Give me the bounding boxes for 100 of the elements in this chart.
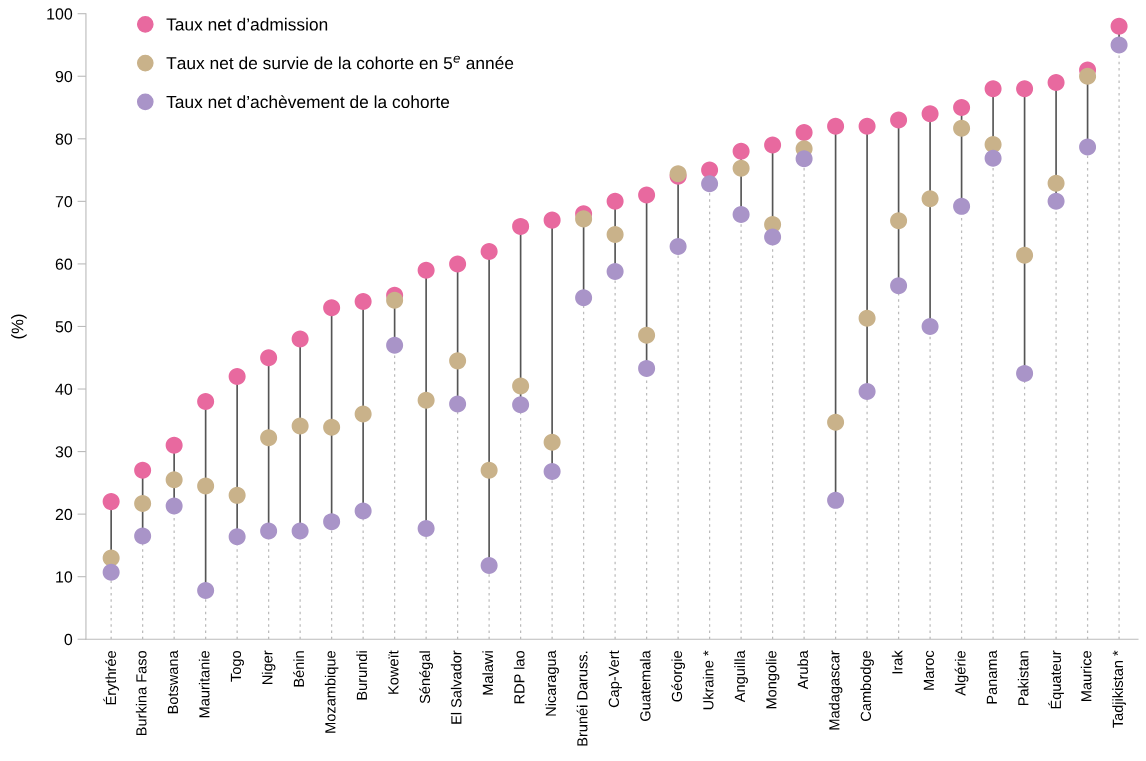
point [984,149,1002,167]
x-tick-label: El Salvador [450,650,462,724]
x-tick-label: Burkina Faso [135,650,147,736]
point [858,383,876,401]
point [543,463,561,481]
y-tick-label: 0 [64,633,73,646]
point [417,391,435,409]
point [858,309,876,327]
point [638,326,656,344]
point [795,124,813,142]
point [134,527,152,545]
point [386,336,404,354]
x-tick-label: Pakistan [1017,651,1029,706]
point [197,581,215,599]
point [480,461,498,479]
point [606,192,624,210]
point [102,549,120,567]
point [480,556,498,574]
point [165,436,183,454]
x-tick-label: RDP lao [513,650,525,704]
point [323,513,341,531]
point [606,226,624,244]
point [228,368,246,386]
y-tick-label: 100 [47,8,73,20]
x-tick-label: Géorgie [671,651,685,702]
point [921,190,939,208]
x-tick-label: Mongolie [765,650,780,709]
point [543,433,561,451]
x-tick-label: Brunéi Daruss. [576,651,588,746]
point [1079,138,1097,156]
x-tick-label: Sénégal [419,651,434,704]
point [890,277,908,295]
point [134,494,152,512]
y-tick-label: 70 [55,195,73,208]
x-tick-label: Guatemala [639,650,651,721]
x-tick-label: Érythrée [103,651,119,705]
y-tick-label: 30 [55,446,73,458]
point [323,418,341,436]
point [921,317,939,335]
x-tick-label: Équateur [1048,650,1064,709]
point [890,111,908,129]
point [953,119,971,137]
point [228,528,246,546]
point [260,349,278,367]
point [890,212,908,230]
point [291,330,309,348]
point [512,377,530,395]
point [260,429,278,447]
point [512,217,530,235]
point [827,491,845,509]
point [480,242,498,260]
point [386,291,404,309]
point [512,396,530,414]
point [827,413,845,431]
point [638,186,656,204]
x-tick-label: Irak [891,650,903,674]
y-tick-label: 60 [55,258,73,270]
point [575,289,593,307]
y-tick-label: 10 [56,571,73,583]
x-tick-label: Botswana [167,650,179,714]
y-tick-label: 40 [55,383,73,395]
point [102,493,120,511]
x-tick-label: Koweït [388,650,399,694]
point [165,497,183,515]
x-tick-label: Panama [986,650,997,704]
point [827,117,845,135]
legend-label: Taux net d’achèvement de la cohorte [166,95,450,109]
point [795,150,813,168]
x-tick-label: Maroc [923,650,935,690]
legend-label: Taux net d’admission [166,17,328,31]
x-tick-label: Anguilla [734,650,748,703]
point [732,205,750,223]
point [701,175,719,193]
point [354,405,372,423]
x-tick-label: Burundi [356,651,368,700]
point [197,477,215,495]
point [291,417,309,435]
legend-label: Taux net de survie de la cohorte en 5$^{e}$ année [166,55,514,70]
point [575,210,593,228]
point [732,142,750,160]
x-tick-label: Tadjikistan * [1112,650,1126,728]
point [1047,174,1065,192]
point [764,228,782,246]
x-tick-label: Niger [261,650,276,684]
point [1079,67,1097,85]
x-tick-label: Algérie [954,651,969,696]
point [953,99,971,117]
point [449,352,467,370]
y-tick-label: 20 [55,508,73,521]
point [1016,364,1034,382]
point [449,255,467,273]
point [984,80,1002,98]
point [1016,80,1034,98]
point [921,105,939,123]
x-tick-label: Madagascar [828,650,843,730]
x-tick-label: Nicaragua [545,650,559,716]
point [417,520,435,538]
point [858,117,876,135]
x-tick-label: Cambodge [860,650,874,721]
point [543,211,561,229]
